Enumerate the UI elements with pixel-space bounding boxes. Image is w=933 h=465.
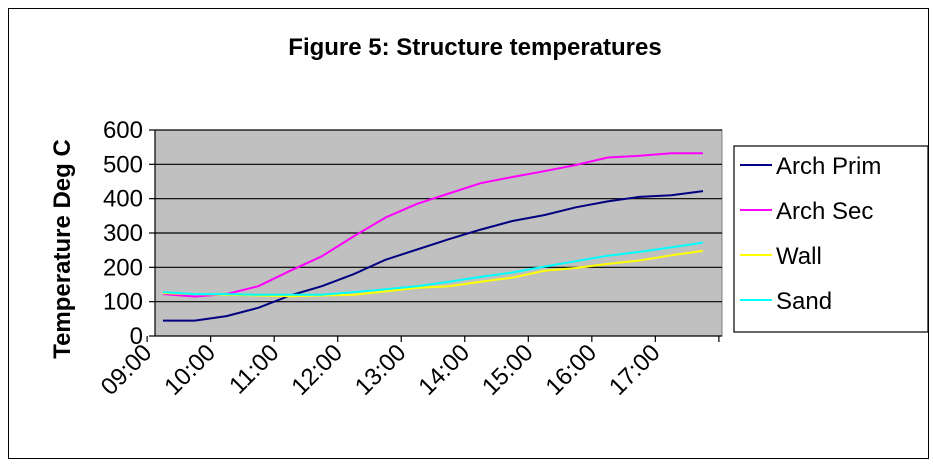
plot-area — [154, 129, 723, 337]
x-tick-label: 11:00 — [224, 339, 284, 399]
y-tick-label: 200 — [103, 254, 143, 281]
y-tick-label: 100 — [103, 289, 143, 316]
x-tick-label: 12:00 — [286, 339, 348, 401]
y-axis-title: Temperature Deg C — [49, 139, 76, 359]
chart-title: Figure 5: Structure temperatures — [288, 34, 661, 61]
y-tick-label: 300 — [103, 220, 143, 247]
y-tick-label: 500 — [103, 151, 143, 178]
y-tick-label: 400 — [103, 186, 143, 213]
x-tick-label: 16:00 — [541, 339, 603, 401]
legend: Arch Prim Arch Sec Wall Sand — [733, 145, 929, 333]
series-line-arch-sec — [162, 152, 703, 298]
x-tick-label: 14:00 — [413, 339, 475, 401]
x-tick-label: 15:00 — [477, 339, 539, 401]
y-tick-label: 600 — [103, 117, 143, 144]
x-tick-label: 09:00 — [96, 339, 158, 401]
series-line-arch-prim — [163, 190, 704, 322]
legend-label: Sand — [776, 288, 832, 315]
y-tick-label: 0 — [130, 323, 143, 350]
series-line-sand — [162, 241, 704, 296]
legend-label: Wall — [776, 243, 822, 270]
x-tick-label: 13:00 — [350, 339, 412, 401]
legend-label: Arch Sec — [776, 198, 873, 225]
x-tick-label: 10:00 — [159, 339, 221, 401]
series-lines — [162, 152, 704, 322]
x-tick-label: 17:00 — [604, 339, 666, 401]
legend-label: Arch Prim — [776, 153, 881, 180]
